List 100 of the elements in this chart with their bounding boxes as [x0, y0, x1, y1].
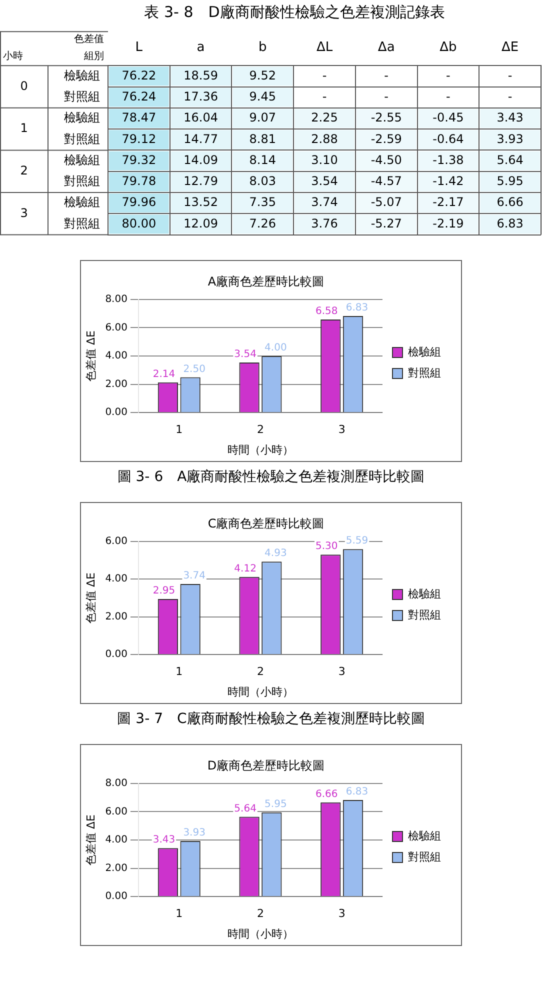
- y-tick-label: 8.00: [105, 294, 128, 305]
- y-tick-label: 0.00: [105, 891, 128, 902]
- text: 小時: [3, 50, 23, 62]
- data-label: 7.26: [249, 216, 276, 230]
- data-label: -5.27: [370, 216, 402, 230]
- y-tick-label: 檢驗組: [64, 110, 100, 125]
- y-axis-title: 色差值 ΔE: [84, 814, 98, 866]
- data-label: 80.00: [122, 216, 156, 230]
- data-label: -5.07: [370, 195, 402, 210]
- data-label: -4.57: [370, 174, 402, 188]
- y-axis-title: 色差值 ΔE: [84, 330, 98, 382]
- text: 組別: [83, 51, 104, 62]
- data-label: 12.09: [184, 216, 218, 230]
- data-label: 12.79: [184, 174, 218, 188]
- data-label: 3.54: [311, 174, 338, 188]
- text: -: [322, 89, 327, 104]
- x-tick-label: ΔL: [316, 40, 334, 56]
- x-tick-label: 2: [256, 907, 264, 920]
- legend-label: 檢驗組: [408, 829, 441, 842]
- y-tick-label: 4.00: [105, 574, 128, 585]
- y-tick-label: 6.00: [105, 322, 128, 334]
- data-label: 16.04: [184, 110, 218, 125]
- chart-title: D廠商色差歷時比較圖: [207, 758, 325, 772]
- data-label: -0.64: [432, 132, 464, 146]
- legend-label: 對照組: [408, 850, 441, 864]
- x-tick-label: a: [196, 40, 205, 56]
- y-tick-label: 8.00: [105, 778, 128, 789]
- x-axis-title: 時間（小時）: [227, 685, 294, 698]
- data-label: 3.93: [183, 828, 206, 839]
- data-label: 8.03: [249, 174, 276, 188]
- data-label: 9.52: [249, 68, 276, 82]
- data-label: 5.59: [346, 536, 368, 547]
- y2-tick-label: 2: [20, 163, 28, 178]
- data-label: 5.95: [264, 799, 287, 810]
- chart-title: 表 3- 8 D廠商耐酸性檢驗之色差複測記錄表: [144, 2, 445, 21]
- x-tick-label: L: [135, 40, 144, 56]
- caption: 圖 3- 6 A廠商耐酸性檢驗之色差複測歷時比較圖: [116, 468, 426, 486]
- data-label: 3.43: [152, 834, 176, 846]
- text: -: [446, 89, 450, 104]
- x-tick-label: 2: [256, 423, 264, 436]
- x-tick-label: 3: [338, 423, 346, 436]
- data-label: 8.81: [249, 132, 276, 146]
- data-label: 3.54: [234, 349, 256, 360]
- y-tick-label: 6.00: [105, 536, 128, 547]
- y2-tick-label: 3: [20, 206, 28, 220]
- data-label: 5.30: [316, 541, 338, 552]
- data-label: 6.83: [496, 216, 524, 230]
- data-label: 13.52: [184, 195, 218, 210]
- data-label: 2.95: [152, 586, 176, 597]
- x-tick-label: 1: [176, 907, 183, 920]
- data-label: 3.74: [311, 195, 338, 210]
- y-tick-label: 2.00: [105, 862, 128, 874]
- y-tick-label: 檢驗組: [64, 152, 100, 167]
- data-label: 76.22: [122, 68, 156, 82]
- data-label: -0.45: [432, 110, 464, 125]
- data-label: -1.38: [432, 152, 464, 167]
- chart-title: C廠商色差歷時比較圖: [208, 516, 324, 530]
- data-label: 76.24: [122, 89, 156, 104]
- data-label: 8.14: [249, 152, 276, 167]
- x-tick-label: 3: [338, 665, 346, 678]
- data-label: 5.95: [496, 174, 524, 188]
- x-tick-label: 1: [176, 665, 183, 678]
- data-label: -2.17: [432, 195, 464, 210]
- data-label: 3.93: [496, 132, 524, 146]
- y-tick-label: 2.00: [105, 378, 128, 390]
- data-label: 6.83: [346, 302, 368, 314]
- y-tick-label: 0.00: [105, 407, 128, 418]
- y2-tick-label: 0: [20, 78, 28, 93]
- caption: 圖 3- 7 C廠商耐酸性檢驗之色差複測歷時比較圖: [116, 710, 426, 728]
- x-tick-label: Δb: [440, 40, 457, 56]
- data-label: 79.32: [122, 152, 156, 167]
- data-label: -2.55: [370, 110, 402, 125]
- y-tick-label: 對照組: [64, 216, 100, 230]
- legend-label: 檢驗組: [408, 587, 441, 600]
- data-label: -4.50: [370, 152, 402, 167]
- data-label: 79.96: [122, 195, 156, 210]
- chart-title: A廠商色差歷時比較圖: [208, 274, 324, 288]
- data-label: 79.12: [122, 132, 156, 146]
- data-label: -2.59: [370, 132, 402, 146]
- data-label: 3.10: [311, 152, 338, 167]
- y-tick-label: 4.00: [105, 350, 128, 362]
- y-tick-label: 檢驗組: [64, 195, 100, 210]
- data-label: 17.36: [184, 89, 218, 104]
- legend-label: 檢驗組: [408, 345, 441, 358]
- text: -: [384, 89, 389, 104]
- legend-label: 對照組: [408, 366, 441, 380]
- text: -: [446, 68, 450, 82]
- data-label: 2.50: [183, 364, 206, 375]
- data-label: 6.66: [496, 195, 524, 210]
- y-tick-label: 4.00: [105, 834, 128, 846]
- data-label: 18.59: [184, 68, 218, 82]
- x-axis-title: 時間（小時）: [227, 443, 294, 456]
- data-label: -1.42: [432, 174, 464, 188]
- data-label: 4.12: [234, 563, 256, 574]
- x-tick-label: Δa: [378, 40, 395, 56]
- legend-label: 對照組: [408, 608, 441, 622]
- data-label: 6.58: [316, 306, 338, 318]
- data-label: 79.78: [122, 174, 156, 188]
- y-axis-title: 色差值 ΔE: [84, 572, 98, 624]
- text: -: [322, 68, 327, 82]
